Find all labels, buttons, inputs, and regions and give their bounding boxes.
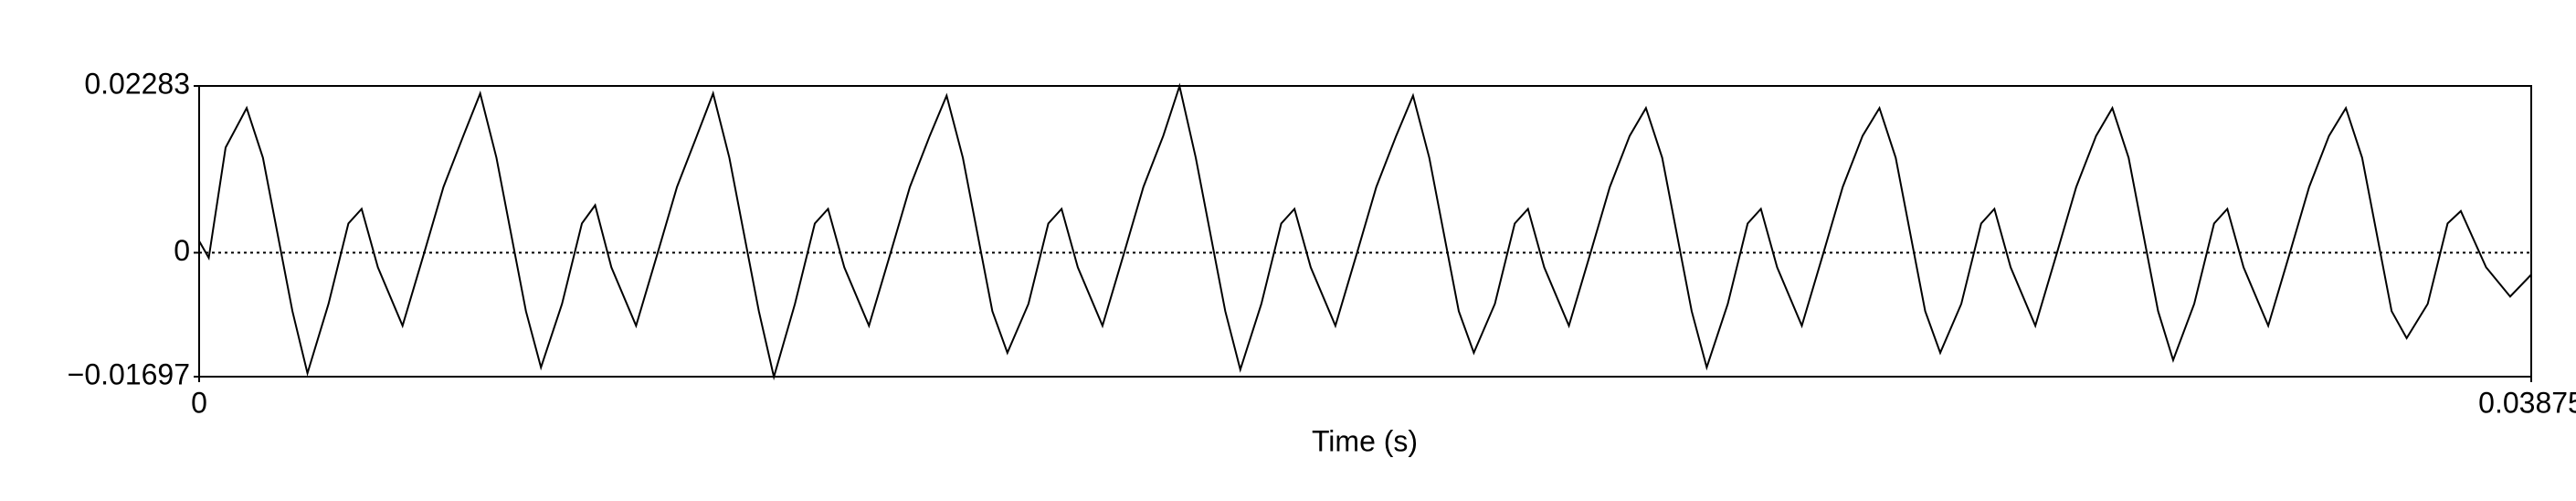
y-tick-label: 0.02283 [84, 67, 190, 100]
plot-frame [198, 85, 2532, 378]
y-tick-label: 0 [174, 234, 190, 267]
x-tick-label: 0.03875 [2478, 386, 2576, 419]
waveform [198, 82, 2532, 381]
x-tick-label: 0 [191, 386, 207, 419]
x-axis-title: Time (s) [1312, 424, 1418, 457]
y-tick-label: −0.01697 [68, 357, 190, 390]
